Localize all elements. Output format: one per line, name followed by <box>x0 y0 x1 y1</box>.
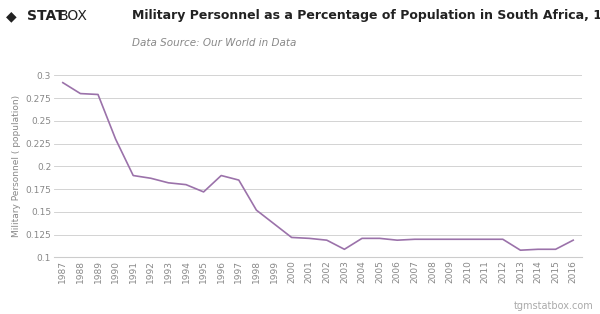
Y-axis label: Military Personnel ( population): Military Personnel ( population) <box>12 95 21 237</box>
Text: STAT: STAT <box>27 9 65 24</box>
Text: ◆: ◆ <box>6 9 17 24</box>
Text: BOX: BOX <box>59 9 88 24</box>
Text: Military Personnel as a Percentage of Population in South Africa, 1987–2016: Military Personnel as a Percentage of Po… <box>132 9 600 22</box>
Text: tgmstatbox.com: tgmstatbox.com <box>514 301 594 311</box>
Text: Data Source: Our World in Data: Data Source: Our World in Data <box>132 38 296 48</box>
